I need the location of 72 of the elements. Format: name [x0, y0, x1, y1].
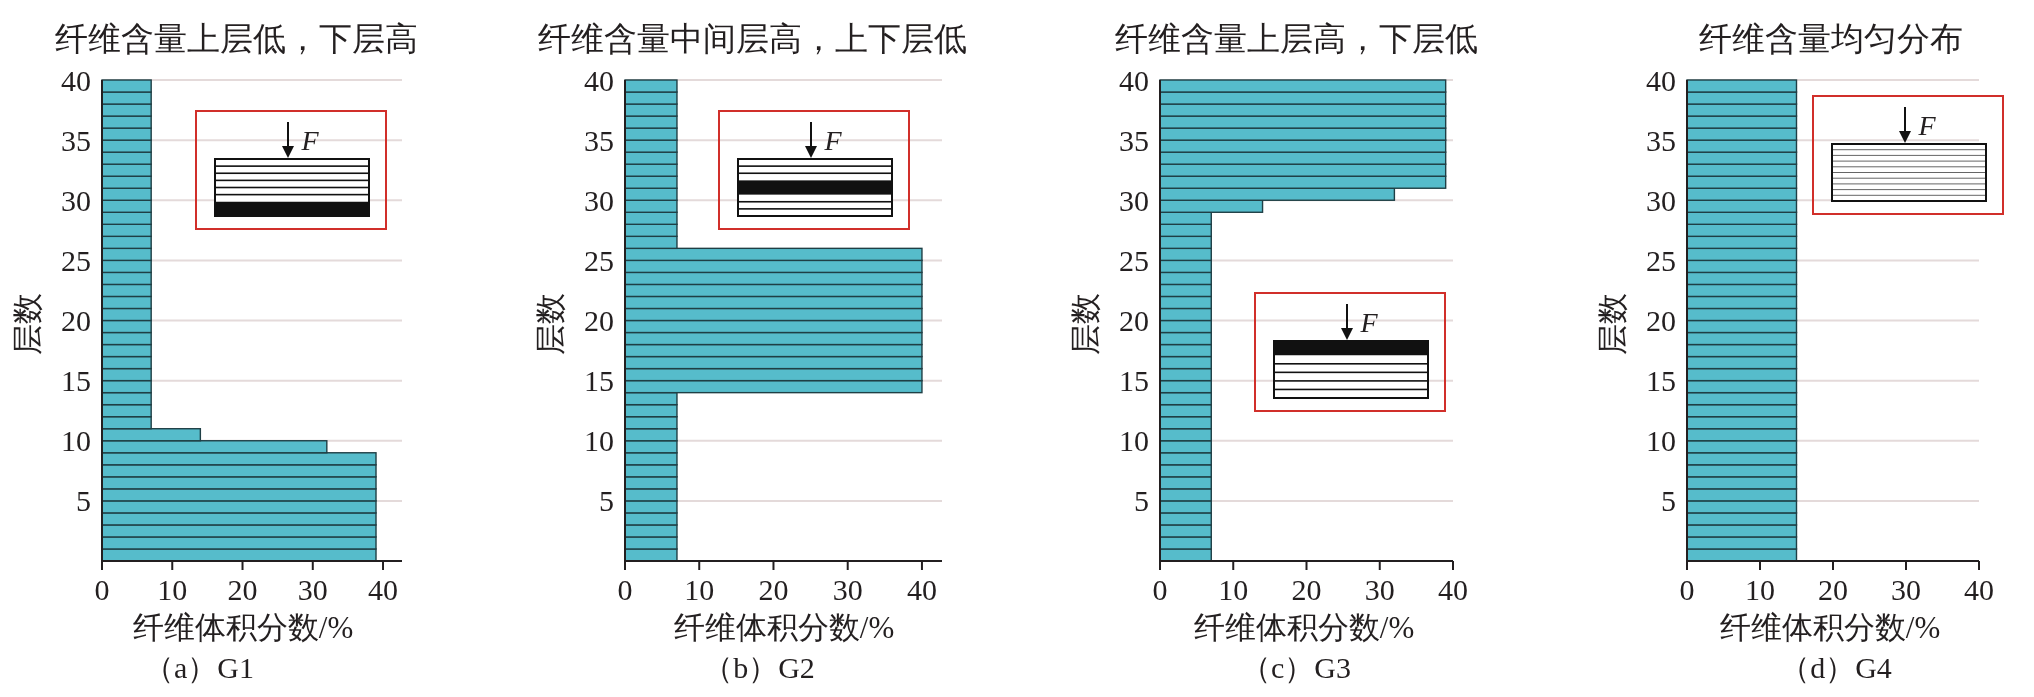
- title: 纤维含量上层高，下层低: [1114, 21, 1478, 57]
- x-tick-label: 20: [227, 572, 258, 606]
- ylabel: 层数: [9, 293, 45, 355]
- y-tick-label: 25: [1646, 243, 1676, 277]
- y-tick-label: 20: [584, 304, 614, 337]
- caption: （c）G3: [1241, 650, 1351, 684]
- caption: （b）G2: [703, 650, 815, 684]
- y-tick-label: 20: [1646, 304, 1676, 337]
- y-tick-label: 15: [1646, 364, 1676, 398]
- y-tick-label: 35: [1646, 123, 1676, 157]
- x-tick-label: 0: [1679, 572, 1695, 606]
- title: 纤维含量上层低，下层高: [54, 21, 418, 57]
- y-tick-label: 5: [1661, 484, 1676, 518]
- y-tick-label: 10: [1119, 424, 1149, 458]
- xlabel: 纤维体积分数/%: [132, 609, 354, 645]
- y-tick-label: 30: [584, 183, 614, 217]
- x-tick-label: 20: [1291, 572, 1322, 606]
- x-tick-label: 40: [906, 572, 937, 606]
- y-tick-label: 10: [61, 424, 91, 458]
- y-tick-label: 30: [1119, 183, 1149, 217]
- title: 纤维含量中间层高，上下层低: [537, 21, 967, 57]
- y-tick-label: 5: [76, 484, 91, 518]
- y-tick-label: 15: [61, 364, 91, 398]
- y-tick-label: 25: [61, 243, 91, 277]
- x-tick-label: 10: [157, 572, 188, 606]
- ylabel: 层数: [1594, 293, 1630, 355]
- x-tick-label: 30: [832, 572, 863, 606]
- y-tick-label: 20: [61, 304, 91, 337]
- xlabel: 纤维体积分数/%: [1719, 609, 1941, 645]
- xlabel: 纤维体积分数/%: [673, 609, 895, 645]
- annotation: F: [1918, 109, 1936, 141]
- y-tick-label: 40: [61, 63, 91, 97]
- x-tick-label: 40: [368, 572, 399, 606]
- annotation: F: [824, 124, 842, 156]
- ylabel: 层数: [1067, 293, 1103, 355]
- y-tick-label: 20: [1119, 304, 1149, 337]
- x-tick-label: 30: [297, 572, 328, 606]
- y-tick-label: 35: [584, 123, 614, 157]
- y-tick-label: 40: [1646, 63, 1676, 97]
- x-tick-label: 0: [617, 572, 633, 606]
- x-tick-label: 40: [1964, 572, 1994, 606]
- y-tick-label: 15: [584, 364, 614, 398]
- y-tick-label: 5: [599, 484, 614, 518]
- y-tick-label: 5: [1134, 484, 1149, 518]
- x-tick-label: 20: [758, 572, 789, 606]
- annotation: F: [1360, 306, 1378, 338]
- caption: （a）G1: [144, 650, 254, 684]
- x-tick-label: 30: [1891, 572, 1921, 606]
- x-tick-label: 40: [1438, 572, 1468, 606]
- x-tick-label: 10: [1218, 572, 1249, 606]
- y-tick-label: 10: [1646, 424, 1676, 458]
- title: 纤维含量均匀分布: [1699, 21, 1963, 57]
- y-tick-label: 35: [1119, 123, 1149, 157]
- x-tick-label: 10: [1745, 572, 1775, 606]
- y-tick-label: 30: [61, 183, 91, 217]
- y-tick-label: 25: [584, 243, 614, 277]
- xlabel: 纤维体积分数/%: [1193, 609, 1415, 645]
- y-tick-label: 15: [1119, 364, 1149, 398]
- y-tick-label: 25: [1119, 243, 1149, 277]
- ylabel: 层数: [532, 293, 568, 355]
- annotation: F: [301, 124, 319, 156]
- y-tick-label: 40: [584, 63, 614, 97]
- y-tick-label: 10: [584, 424, 614, 458]
- caption: （d）G4: [1780, 650, 1892, 684]
- x-tick-label: 20: [1818, 572, 1848, 606]
- x-tick-label: 30: [1364, 572, 1395, 606]
- x-tick-label: 10: [684, 572, 715, 606]
- y-tick-label: 30: [1646, 183, 1676, 217]
- y-tick-label: 40: [1119, 63, 1149, 97]
- x-tick-label: 0: [1152, 572, 1168, 606]
- x-tick-label: 0: [94, 572, 110, 606]
- y-tick-label: 35: [61, 123, 91, 157]
